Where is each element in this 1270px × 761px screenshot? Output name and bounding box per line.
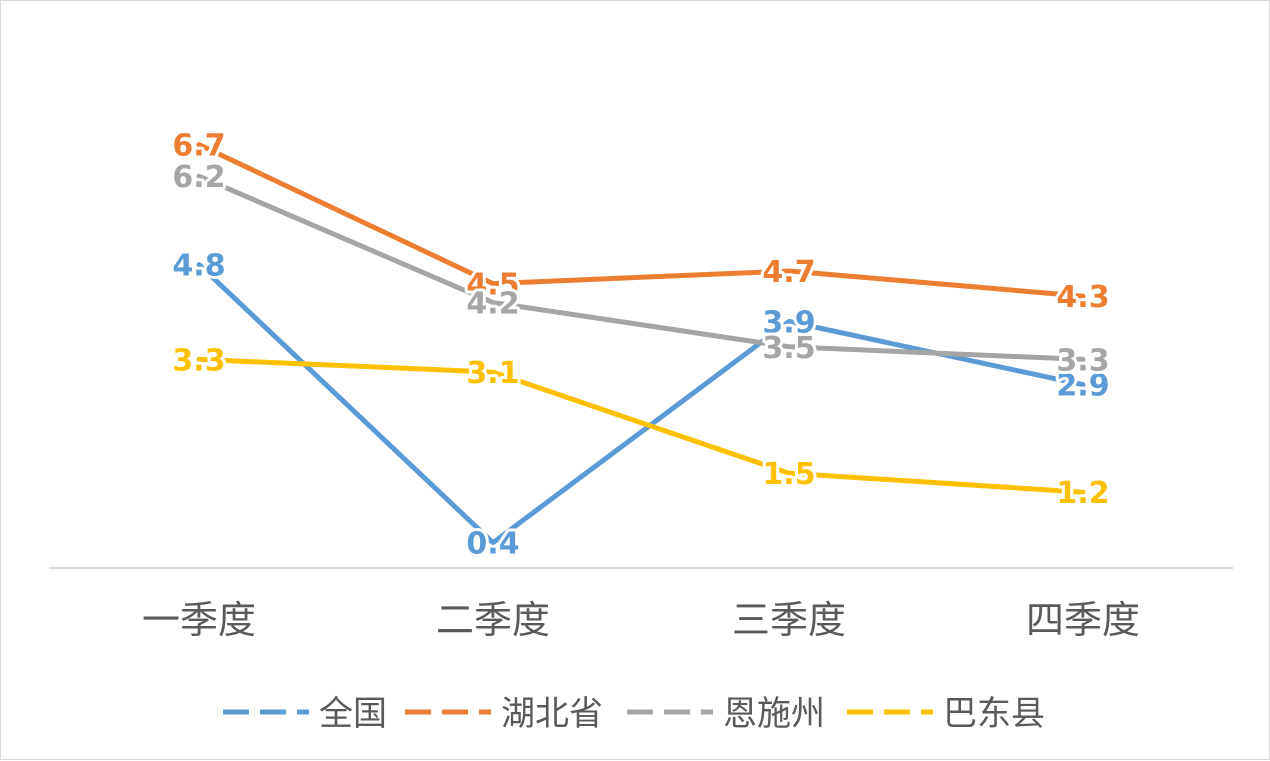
data-label-enshi-2: 4.2 [466,287,519,322]
x-axis-ticks: 一季度 二季度 三季度 四季度 [142,598,1140,642]
series-layer [196,142,1086,546]
data-label-badong-3: 1.5 [762,457,815,492]
series-line-hubei [196,142,1086,299]
legend-item-enshi: 恩施州 [627,694,825,734]
data-label-enshi-1: 6.2 [172,160,225,195]
data-label-enshi-3: 3.5 [762,331,815,366]
data-label-badong-1: 3.3 [172,343,225,378]
legend-label-national: 全国 [319,694,387,734]
data-label-enshi-4: 3.3 [1056,343,1109,378]
x-tick-label-3: 三季度 [732,598,846,642]
data-label-national-1: 4.8 [172,249,225,284]
data-labels: 4.8 0.4 3.9 2.9 6.7 4.5 4.7 4.3 6.2 4.2 3.5 3.3 3.3 3… [169,126,1112,565]
data-label-badong-4: 1.2 [1056,476,1109,511]
legend-label-hubei: 湖北省 [501,694,603,734]
series-line-enshi [196,173,1086,362]
data-label-hubei-1: 6.7 [172,129,225,164]
series-line-national [196,262,1086,546]
x-tick-label-2: 二季度 [436,598,550,642]
data-label-national-3: 3.9 [762,306,815,341]
legend-item-badong: 巴东县 [847,694,1045,734]
data-label-national-2: 0.4 [466,527,519,562]
legend-label-badong: 巴东县 [943,694,1045,734]
data-label-hubei-2: 4.5 [466,268,519,303]
data-label-national-4: 2.9 [1056,369,1109,404]
x-tick-label-4: 四季度 [1026,598,1140,642]
legend-item-national: 全国 [223,694,387,734]
data-label-badong-2: 3.1 [466,356,519,391]
x-tick-label-1: 一季度 [142,598,256,642]
series-line-badong [196,356,1086,495]
legend-item-hubei: 湖北省 [405,694,603,734]
legend-label-enshi: 恩施州 [723,694,825,734]
legend: 全国 湖北省 恩施州 巴东县 [223,694,1045,734]
data-label-hubei-4: 4.3 [1056,280,1109,315]
data-label-hubei-3: 4.7 [762,255,815,290]
